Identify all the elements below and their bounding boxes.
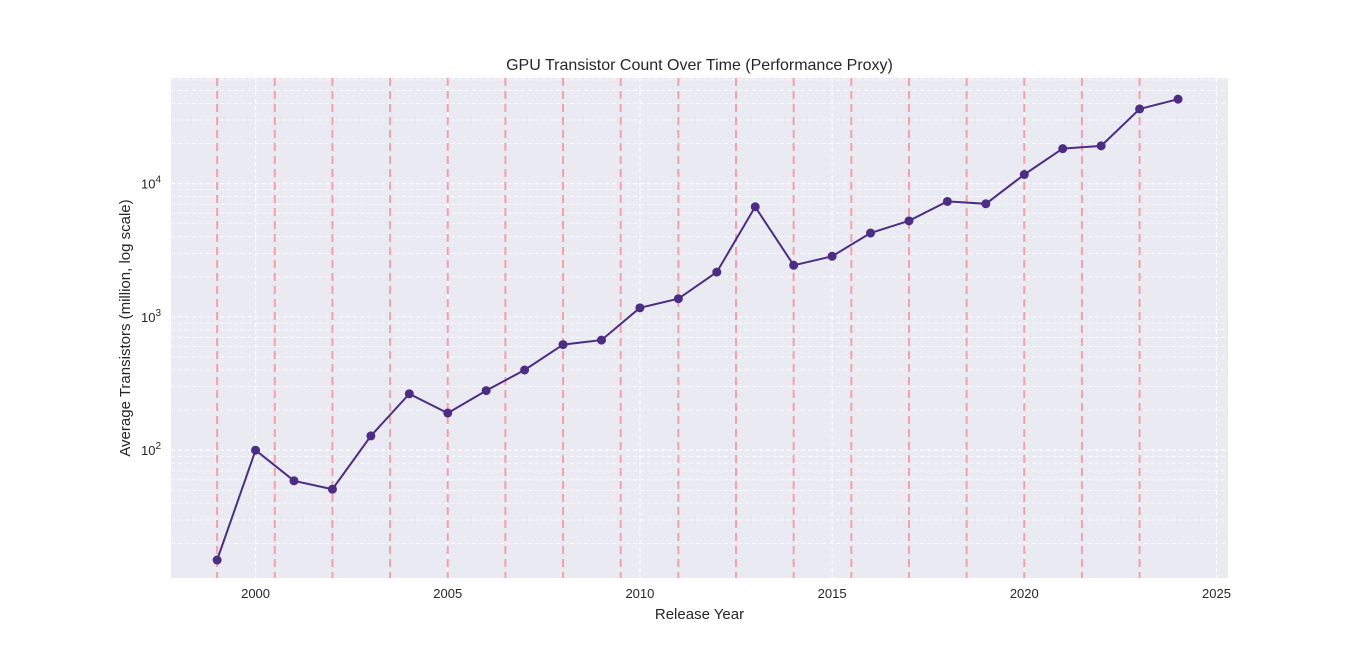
data-point — [366, 431, 376, 441]
series-line — [216, 98, 1179, 561]
data-point — [443, 408, 453, 418]
x-tick-label: 2000 — [241, 586, 270, 601]
y-tick-label: 102 — [141, 441, 161, 458]
data-point — [827, 251, 837, 261]
x-tick-label: 2025 — [1202, 586, 1231, 601]
data-point — [289, 476, 299, 486]
data-points — [212, 94, 1183, 565]
x-axis-ticks: 2000 2005 2010 2015 2020 2025 — [241, 586, 1231, 601]
x-tick-label: 2010 — [625, 586, 654, 601]
data-point — [1019, 170, 1029, 180]
data-point — [404, 389, 414, 399]
data-point — [866, 228, 876, 238]
data-point — [981, 199, 991, 209]
data-point — [942, 196, 952, 206]
y-axis-ticks: 102 103 104 — [141, 175, 161, 459]
plot-background — [171, 78, 1228, 578]
data-point — [251, 445, 261, 455]
data-point — [904, 216, 914, 226]
x-tick-label: 2005 — [433, 586, 462, 601]
data-point — [673, 294, 683, 304]
data-point — [481, 386, 491, 396]
data-point — [1096, 141, 1106, 151]
data-point — [558, 340, 568, 350]
data-point — [1135, 104, 1145, 114]
data-point — [635, 303, 645, 313]
data-point — [712, 267, 722, 277]
data-point — [1058, 144, 1068, 154]
minor-gridlines — [171, 79, 1228, 544]
x-axis-title: Release Year — [655, 606, 744, 623]
x-tick-label: 2015 — [818, 586, 847, 601]
x-tick-label: 2020 — [1010, 586, 1039, 601]
data-point — [1173, 94, 1183, 104]
y-tick-label: 103 — [141, 308, 161, 325]
data-point — [212, 555, 222, 565]
data-point — [596, 335, 606, 345]
chart-title: GPU Transistor Count Over Time (Performa… — [506, 57, 893, 74]
data-point — [520, 365, 530, 375]
data-point — [789, 260, 799, 270]
data-point — [750, 202, 760, 212]
y-axis-title: Average Transistors (million, log scale) — [117, 199, 134, 456]
data-point — [327, 484, 337, 494]
y-tick-label: 104 — [141, 175, 161, 192]
reference-vertical-lines — [216, 78, 1141, 578]
